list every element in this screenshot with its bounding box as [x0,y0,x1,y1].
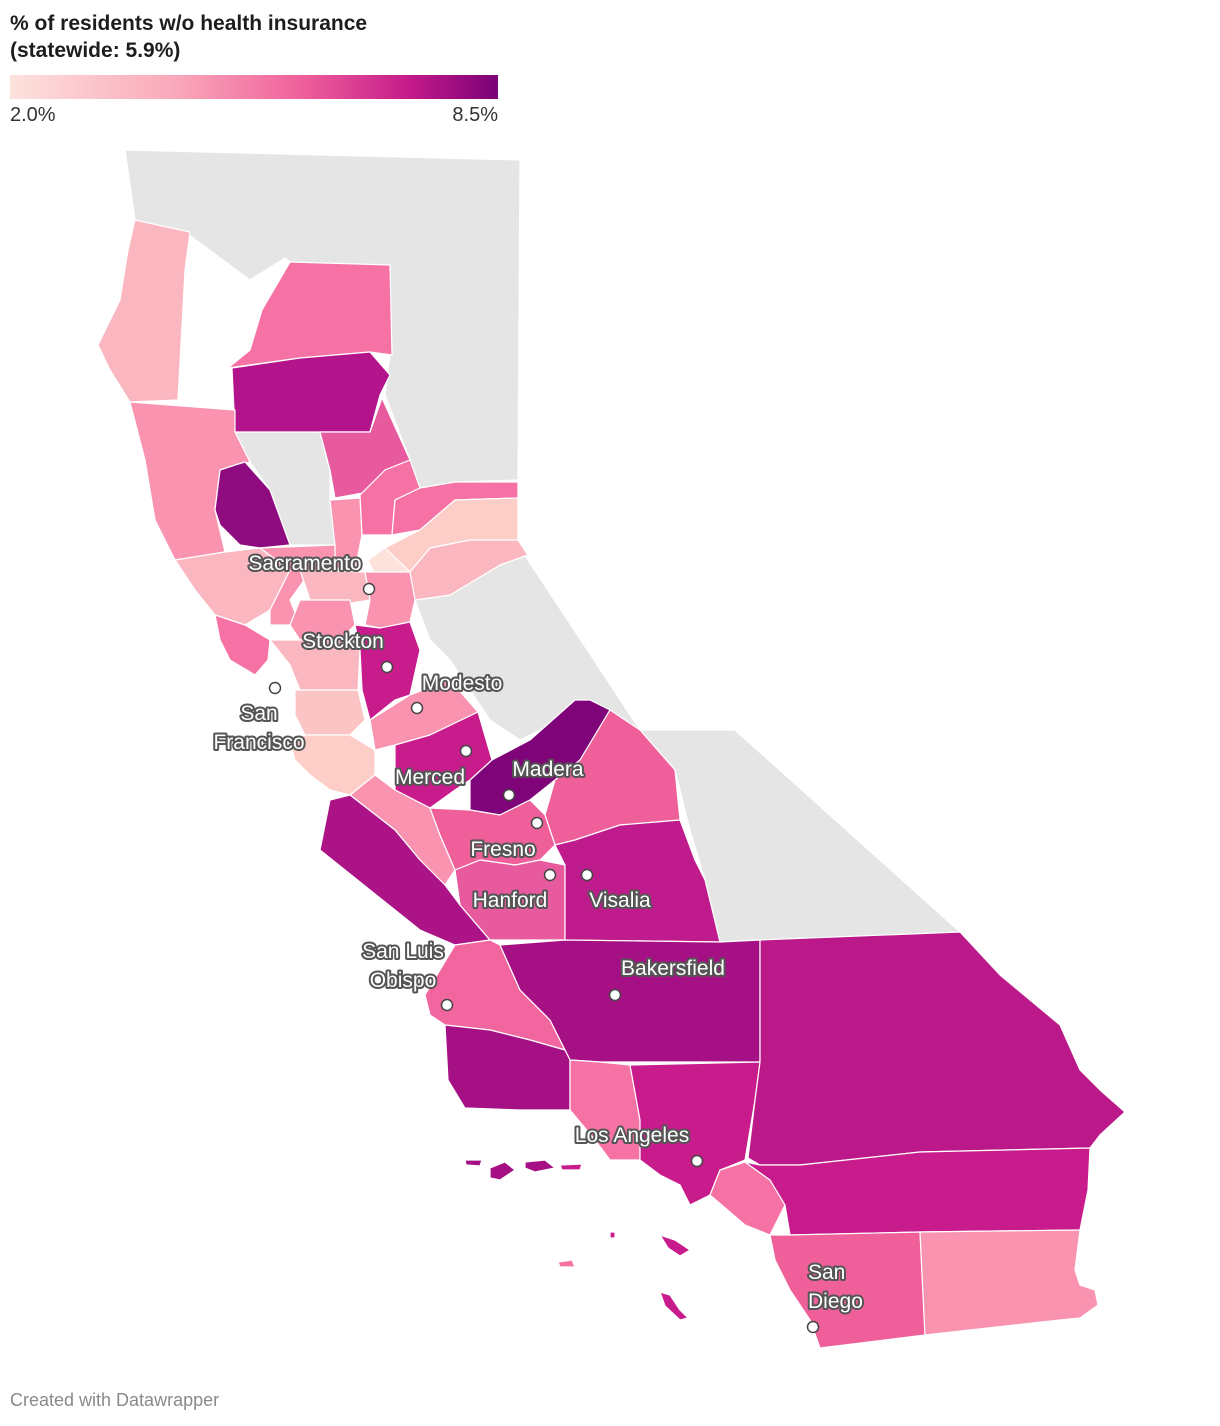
city-label: Modesto [422,672,503,695]
legend-title-line-2: (statewide: 5.9%) [10,39,181,62]
city-marker[interactable]: Sacramento [246,550,376,596]
city-marker[interactable]: San Francisco [211,681,307,756]
legend-color-scale [10,75,498,99]
island-region [489,1161,516,1181]
legend-max-label: 8.5% [452,104,498,126]
county-region[interactable] [744,1147,1091,1236]
county-region[interactable] [769,1231,926,1349]
city-marker[interactable]: Bakersfield [608,955,727,1002]
city-label: Visalia [589,889,651,912]
county-region[interactable] [919,1229,1099,1336]
city-dot [362,582,376,596]
city-dot [380,660,394,674]
city-dot [690,1154,704,1168]
county-region[interactable] [269,639,361,691]
city-label: Bakersfield [621,957,725,980]
county-region[interactable] [214,614,271,676]
island-region [464,1159,483,1167]
city-marker[interactable]: Merced [393,744,473,791]
county-region[interactable] [294,689,366,736]
city-dot [502,788,516,802]
city-marker[interactable]: San Diego [806,1259,865,1334]
island-region [659,1234,691,1257]
city-label: Diego [808,1290,863,1313]
city-marker[interactable]: Madera [502,756,586,802]
city-label: Hanford [473,889,548,912]
city-dot [806,1320,820,1334]
city-dot [608,988,622,1002]
city-label: Obispo [370,969,437,992]
island-region [659,1291,689,1321]
city-label: San [240,702,277,725]
city-marker[interactable]: Los Angeles [573,1122,704,1168]
city-dot [543,868,557,882]
county-region[interactable] [554,819,721,943]
island-region [559,1163,583,1171]
city-marker[interactable]: Stockton [300,628,394,674]
city-label: Francisco [213,731,304,754]
footer-credit: Created with Datawrapper [10,1390,220,1410]
city-label: Merced [395,766,465,789]
city-label: Sacramento [248,552,361,575]
city-label: Fresno [470,838,535,861]
legend-title-line-1: % of residents w/o health insurance [10,12,368,35]
city-dot [268,681,282,695]
city-label: San [808,1261,845,1284]
city-marker[interactable]: San Luis Obispo [360,938,454,1012]
county-region[interactable] [299,569,371,606]
county-region[interactable] [214,461,291,549]
city-label: San Luis [362,940,444,963]
city-dot [530,816,544,830]
city-dot [459,744,473,758]
city-marker[interactable]: Visalia [580,868,653,914]
city-marker[interactable]: Fresno [468,816,544,863]
county-region[interactable] [747,931,1126,1166]
county-region[interactable] [231,351,391,433]
city-dot [440,998,454,1012]
city-label: Madera [512,758,584,781]
island-region [557,1259,576,1268]
island-region [609,1231,616,1239]
city-dot [580,868,594,882]
island-region [524,1159,556,1173]
legend-min-label: 2.0% [10,104,56,126]
county-region[interactable] [97,219,191,403]
city-label: Los Angeles [575,1124,689,1147]
city-marker[interactable]: Hanford [471,868,557,914]
legend-title: % of residents w/o health insurance (sta… [10,10,367,64]
city-marker[interactable]: Modesto [410,670,504,715]
county-region[interactable] [429,799,556,871]
county-region[interactable] [364,571,416,629]
city-label: Stockton [302,630,384,653]
city-dot [410,701,424,715]
